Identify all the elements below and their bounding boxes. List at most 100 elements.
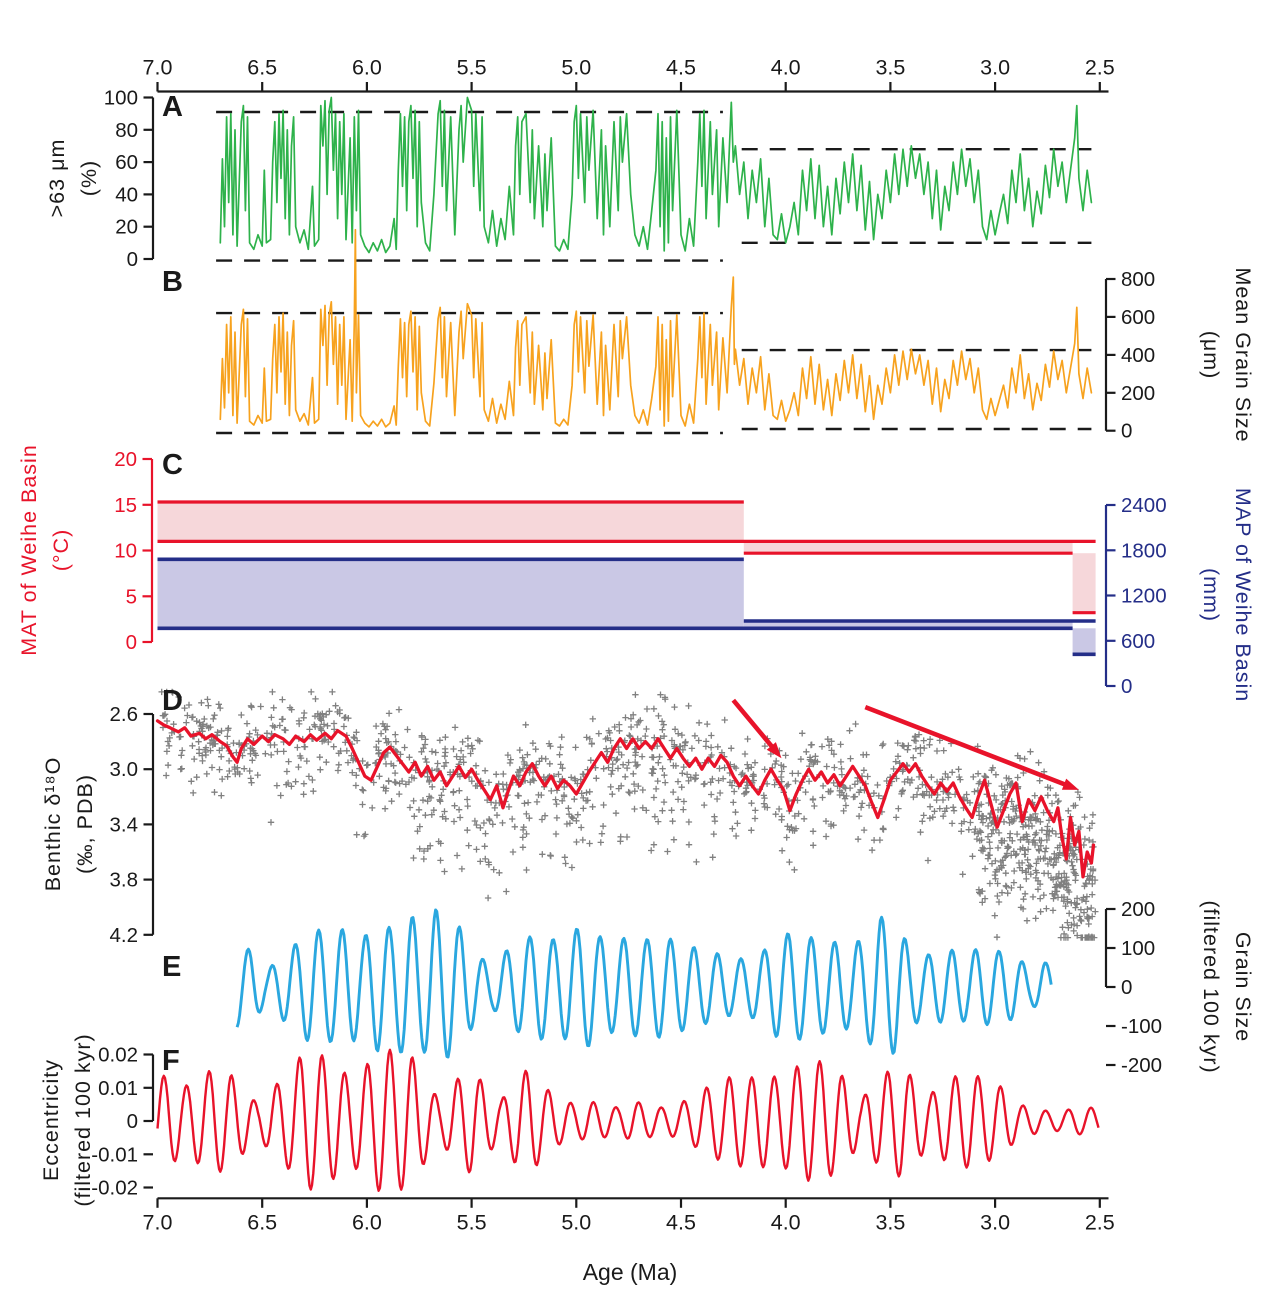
trend-arrow-shaft bbox=[731, 698, 778, 753]
mat-band-band bbox=[743, 541, 1073, 554]
age-tick-label: 4.0 bbox=[771, 56, 801, 80]
panel-a-y-axis-tick-label: 0 bbox=[127, 248, 138, 271]
panel-c-right-axis-title: MAP of Weihe Basin bbox=[1231, 488, 1255, 702]
panel-f-y-axis-tick-label: -0.01 bbox=[91, 1143, 138, 1166]
age-tick-label: 4.0 bbox=[771, 1210, 801, 1234]
panel-d-axis-title: (‰, PDB) bbox=[73, 774, 97, 874]
panel-a-y-axis bbox=[143, 96, 155, 261]
mat-band-band bbox=[1072, 553, 1096, 613]
panel-f-axis-title: Eccentricity bbox=[39, 1059, 63, 1181]
panel-d-y-axis-tick-label: 3.8 bbox=[110, 869, 139, 892]
trend-arrow-shaft bbox=[864, 704, 1072, 789]
panel-letter-f: F bbox=[162, 1045, 180, 1077]
mat-band-band bbox=[157, 502, 744, 542]
age-tick-label: 7.0 bbox=[143, 56, 173, 80]
age-tick-label: 5.5 bbox=[457, 56, 487, 80]
panel-d-y-axis-tick-label: 3.0 bbox=[110, 758, 139, 781]
panel-c-right-axis-labels: 0 600 1200 1800 2400 bbox=[1121, 494, 1167, 698]
trend-arrow bbox=[731, 698, 782, 759]
panel-a-guide-dashes bbox=[216, 110, 1092, 262]
panel-e-y-axis bbox=[1104, 907, 1116, 1067]
age-tick-label: 4.5 bbox=[666, 1210, 696, 1234]
panel-d-axis-title: Benthic δ¹⁸O bbox=[41, 757, 65, 892]
map-band-band bbox=[1072, 628, 1096, 655]
map-band-band bbox=[157, 559, 744, 629]
panel-b-y-axis-tick-label: 0 bbox=[1121, 420, 1132, 443]
panel-c-left-axis-tick-label: 15 bbox=[114, 494, 137, 517]
trend-arrow-head bbox=[1061, 778, 1079, 790]
panel-c-right-axis-tick-label: 1200 bbox=[1121, 585, 1167, 608]
age-tick-label: 3.0 bbox=[980, 1210, 1010, 1234]
panel-d-y-axis-tick-label: 4.2 bbox=[110, 924, 139, 947]
age-tick-label: 5.0 bbox=[561, 56, 591, 80]
age-tick-label: 5.5 bbox=[457, 1210, 487, 1234]
panel-e-y-axis-tick-label: 200 bbox=[1121, 898, 1155, 921]
panel-c-left-axis-tick-label: 5 bbox=[126, 585, 137, 608]
age-tick-label: 3.0 bbox=[980, 56, 1010, 80]
trend-arrow-head bbox=[766, 742, 782, 759]
panel-d-y-axis-labels: 2.6 3.0 3.4 3.8 4.2 bbox=[110, 703, 139, 947]
panel-c-left-axis-tick-label: 20 bbox=[114, 448, 137, 471]
panel-b-guide-dashes bbox=[216, 311, 1092, 435]
top-age-axis bbox=[156, 82, 1109, 93]
panel-a-y-axis-tick-label: 60 bbox=[115, 151, 138, 174]
age-tick-label: 2.5 bbox=[1085, 56, 1115, 80]
panel-e-y-axis-labels: 200 100 0 -100 -200 bbox=[1121, 898, 1162, 1077]
panel-c-left-axis-title: (°C) bbox=[49, 529, 73, 571]
bottom-age-axis-labels: 7.0 6.5 6.0 5.5 5.0 4.5 4.0 3.5 3.0 2.5 bbox=[143, 1210, 1115, 1234]
age-tick-label: 7.0 bbox=[143, 1210, 173, 1234]
panel-letter-b: B bbox=[162, 266, 183, 298]
panel-b-y-axis-labels: 0 200 400 600 800 bbox=[1121, 268, 1155, 443]
age-tick-label: 6.0 bbox=[352, 56, 382, 80]
age-tick-label: 6.5 bbox=[247, 56, 277, 80]
mean-grain-size-curve bbox=[219, 228, 1093, 428]
panel-f-y-axis-tick-label: -0.02 bbox=[91, 1177, 138, 1200]
sand-fraction-curve bbox=[219, 96, 1093, 254]
age-tick-label: 6.0 bbox=[352, 1210, 382, 1234]
panel-c-left-axis-tick-label: 0 bbox=[126, 631, 137, 654]
panel-f-y-axis-labels: 0.02 0.01 0 -0.01 -0.02 bbox=[91, 1044, 138, 1200]
age-tick-label: 4.5 bbox=[666, 56, 696, 80]
panel-d-y-axis-tick-label: 3.4 bbox=[110, 813, 139, 836]
panel-b-y-axis-tick-label: 200 bbox=[1121, 382, 1155, 405]
panel-a-y-axis-tick-label: 80 bbox=[115, 119, 138, 142]
panel-letter-a: A bbox=[162, 91, 183, 123]
panel-e-y-axis-tick-label: 0 bbox=[1121, 976, 1132, 999]
mat-band-fills bbox=[157, 502, 1096, 613]
panel-a-axis-title: (%) bbox=[77, 160, 101, 196]
age-tick-label: 2.5 bbox=[1085, 1210, 1115, 1234]
panel-c-left-axis-labels: 0 5 10 15 20 bbox=[114, 448, 137, 654]
panel-f-y-axis-tick-label: 0.02 bbox=[98, 1044, 138, 1067]
panel-a-y-axis-tick-label: 20 bbox=[115, 216, 138, 239]
panel-b-y-axis-tick-label: 800 bbox=[1121, 268, 1155, 291]
panel-f-y-axis bbox=[143, 1053, 155, 1189]
age-tick-label: 5.0 bbox=[561, 1210, 591, 1234]
panel-a-y-axis-labels: 0 20 40 60 80 100 bbox=[104, 87, 138, 272]
panel-c-left-axis bbox=[142, 457, 154, 644]
top-age-axis-labels: 7.0 6.5 6.0 5.5 5.0 4.5 4.0 3.5 3.0 2.5 bbox=[143, 56, 1115, 80]
panel-e-y-axis-tick-label: -100 bbox=[1121, 1015, 1162, 1038]
age-tick-label: 3.5 bbox=[875, 56, 905, 80]
panel-d-y-axis bbox=[143, 712, 155, 936]
filtered-eccentricity-wave bbox=[156, 1048, 1100, 1192]
panel-e-y-axis-tick-label: 100 bbox=[1121, 937, 1155, 960]
map-band-fills bbox=[157, 559, 1096, 655]
panel-e-axis-title: (filtered 100 kyr) bbox=[1199, 900, 1223, 1073]
panel-b-y-axis bbox=[1104, 277, 1116, 432]
panel-a-y-axis-tick-label: 40 bbox=[115, 183, 138, 206]
panel-f-y-axis-tick-label: 0.01 bbox=[98, 1077, 138, 1100]
map-band-band bbox=[743, 621, 1073, 629]
panel-letter-c: C bbox=[162, 449, 183, 481]
panel-c-right-axis-tick-label: 2400 bbox=[1121, 494, 1167, 517]
age-tick-label: 3.5 bbox=[875, 1210, 905, 1234]
panel-f-axis-title: (filtered 100 kyr) bbox=[71, 1033, 95, 1206]
trend-arrow bbox=[864, 704, 1079, 790]
panel-c-right-axis-tick-label: 0 bbox=[1121, 675, 1132, 698]
panel-c-right-axis-title: (mm) bbox=[1199, 568, 1223, 622]
panel-letter-e: E bbox=[162, 951, 181, 983]
panel-b-y-axis-tick-label: 600 bbox=[1121, 306, 1155, 329]
panel-b-axis-title: Mean Grain Size bbox=[1231, 267, 1255, 442]
panel-c-left-axis-tick-label: 10 bbox=[114, 540, 137, 563]
